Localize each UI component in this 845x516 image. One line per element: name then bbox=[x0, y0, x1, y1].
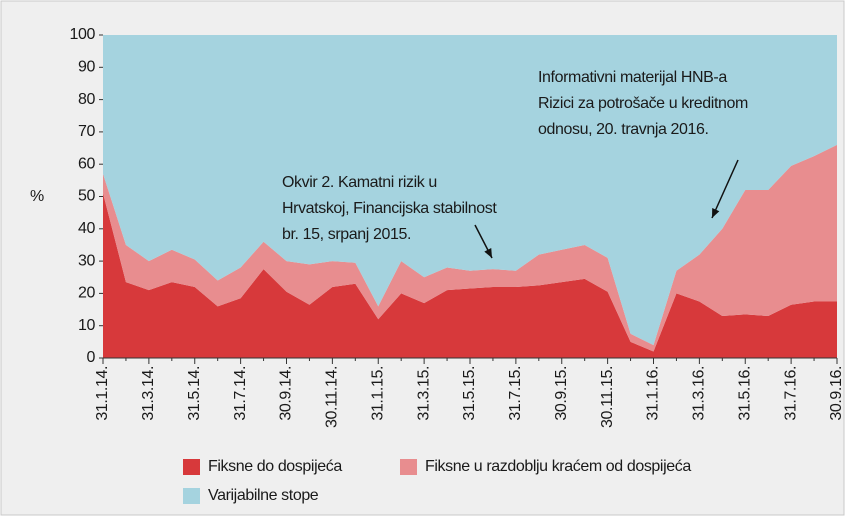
y-tick-label: 0 bbox=[87, 349, 96, 366]
y-tick-label: 70 bbox=[78, 123, 95, 140]
annotation: odnosu, 20. travnja 2016. bbox=[538, 121, 709, 138]
annotation: Informativni materijal HNB-a bbox=[538, 69, 727, 86]
legend-label: Varijabilne stope bbox=[208, 487, 319, 504]
arrow-head bbox=[484, 248, 492, 258]
legend-label: Fiksne do dospijeća bbox=[208, 458, 342, 475]
y-tick-label: 90 bbox=[78, 59, 95, 76]
annotation-arrow bbox=[711, 159, 739, 219]
legend-label: Fiksne u razdoblju kraćem od dospijeća bbox=[425, 458, 691, 475]
y-tick-label: 30 bbox=[78, 252, 95, 269]
arrow-head bbox=[712, 208, 720, 218]
x-tick-label: 31.5.15. bbox=[461, 366, 478, 421]
area bbox=[103, 193, 837, 358]
x-tick-label: 30.9.16. bbox=[828, 366, 845, 421]
annotation: Hrvatskoj, Financijska stabilnost bbox=[282, 200, 497, 217]
x-tick-label: 31.3.16. bbox=[691, 366, 708, 421]
x-tick-label: 30.11.15. bbox=[599, 366, 616, 428]
y-tick-label: 100 bbox=[70, 26, 96, 43]
annotation: Okvir 2. Kamatni rizik u bbox=[282, 174, 437, 191]
y-tick-label: 40 bbox=[78, 220, 95, 237]
x-tick-label: 31.3.15. bbox=[415, 366, 432, 421]
y-tick-label: 10 bbox=[78, 317, 95, 334]
y-tick-label: 60 bbox=[78, 155, 95, 172]
x-tick-label: 31.5.16. bbox=[736, 366, 753, 421]
legend-swatch bbox=[183, 488, 200, 504]
x-tick-label: 31.1.15. bbox=[369, 366, 386, 421]
x-tick-label: 30.11.14. bbox=[324, 366, 341, 428]
y-tick-label: 50 bbox=[78, 188, 95, 205]
area bbox=[103, 35, 837, 346]
x-tick-label: 31.7.16. bbox=[782, 366, 799, 421]
legend-swatch bbox=[400, 459, 417, 475]
legend-swatch bbox=[183, 459, 200, 475]
x-tick-label: 31.7.14. bbox=[232, 366, 249, 421]
x-tick-label: 31.5.14. bbox=[186, 366, 203, 421]
x-tick-label: 31.1.16. bbox=[645, 366, 662, 421]
x-tick-label: 31.7.15. bbox=[507, 366, 524, 421]
annotation: Rizici za potrošače u kreditnom bbox=[538, 95, 748, 112]
x-tick-label: 30.9.14. bbox=[278, 366, 295, 421]
y-tick-label: 80 bbox=[78, 91, 95, 108]
x-tick-label: 30.9.15. bbox=[553, 366, 570, 421]
y-tick-label: 20 bbox=[78, 285, 95, 302]
y-axis-label: % bbox=[30, 188, 44, 205]
x-tick-label: 31.1.14. bbox=[94, 366, 111, 421]
annotation: br. 15, srpanj 2015. bbox=[282, 226, 411, 243]
x-tick-label: 31.3.14. bbox=[140, 366, 157, 421]
